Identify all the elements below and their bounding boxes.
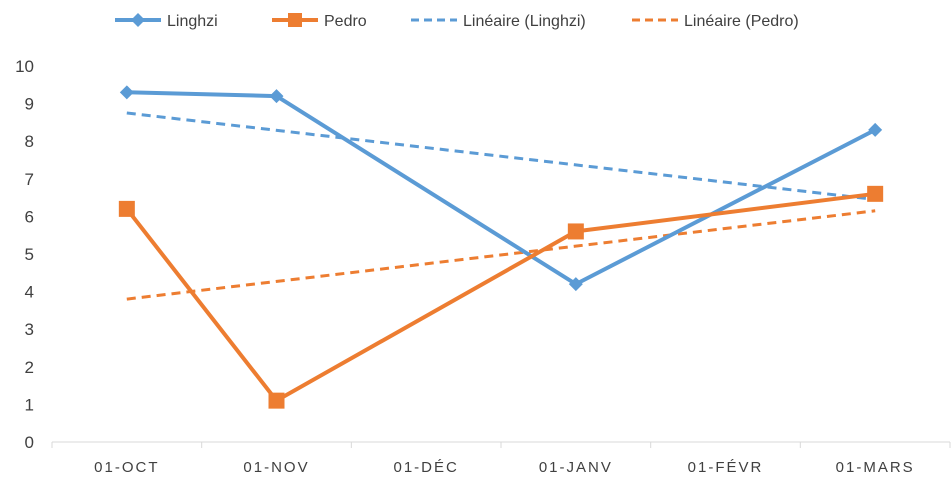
data-point-diamond — [868, 122, 883, 137]
legend-item: Linéaire (Pedro) — [632, 13, 799, 30]
x-tick-label: 01-MARS — [836, 459, 915, 476]
legend-item: Linéaire (Linghzi) — [411, 13, 586, 30]
x-tick-label: 01-NOV — [243, 459, 309, 476]
x-tick-label: 01-JANV — [539, 459, 613, 476]
legend: Linghzi Pedro Linéaire (Linghzi) Linéaire (… — [115, 13, 799, 30]
x-tick-label: 01-DÉC — [393, 459, 458, 476]
data-point-diamond — [119, 85, 134, 100]
y-tick-label: 8 — [25, 132, 34, 151]
legend-item: Linghzi — [115, 13, 218, 30]
trend-lines — [126, 111, 876, 301]
y-tick-label: 4 — [25, 283, 34, 302]
series-line-1 — [124, 191, 878, 403]
series-line-2 — [126, 111, 876, 201]
data-point-diamond — [568, 277, 583, 292]
y-tick-label: 5 — [25, 245, 34, 264]
series-lines — [124, 90, 878, 403]
series-line-0 — [124, 90, 878, 287]
x-tick-label: 01-OCT — [94, 459, 159, 476]
x-axis: 01-OCT 01-NOV 01-DÉC 01-JANV 01-FÉVR 01-MARS — [51, 441, 951, 476]
data-point-square — [268, 392, 285, 409]
y-tick-label: 1 — [25, 395, 34, 414]
series-line-3 — [126, 209, 876, 301]
y-tick-label: 2 — [25, 358, 34, 377]
legend-label: Linéaire (Pedro) — [684, 13, 799, 30]
legend-marker-square — [288, 13, 302, 27]
data-point-square — [867, 185, 884, 202]
legend-label: Linghzi — [167, 13, 218, 30]
y-tick-label: 7 — [25, 170, 34, 189]
y-tick-label: 0 — [25, 433, 34, 452]
y-tick-label: 6 — [25, 207, 34, 226]
data-point-diamond — [269, 89, 284, 104]
series-markers — [118, 85, 884, 409]
data-point-square — [118, 200, 135, 217]
data-point-square — [567, 223, 584, 240]
y-tick-label: 10 — [15, 57, 34, 76]
legend-label: Pedro — [324, 13, 367, 30]
y-axis: 0 1 2 3 4 5 6 7 8 9 10 — [15, 57, 34, 452]
x-tick-label: 01-FÉVR — [688, 459, 764, 476]
legend-marker-diamond — [131, 13, 145, 27]
y-tick-label: 9 — [25, 95, 34, 114]
y-tick-label: 3 — [25, 320, 34, 339]
legend-label: Linéaire (Linghzi) — [463, 13, 586, 30]
legend-item: Pedro — [272, 13, 367, 30]
